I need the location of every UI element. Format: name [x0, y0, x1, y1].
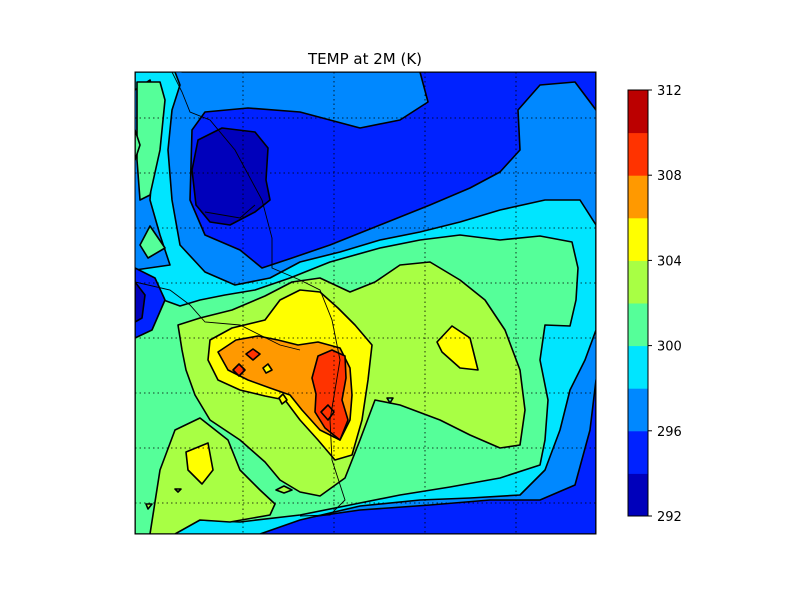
colorbar-tick-label-312: 312 [657, 84, 682, 99]
colorbar-tick-label-292: 292 [657, 510, 682, 525]
colorbar-band-7 [628, 175, 648, 219]
temperature-map [135, 72, 596, 534]
country-borders [135, 72, 346, 517]
colorbar-tick-label-300: 300 [657, 340, 682, 355]
colorbar-frame [627, 89, 649, 517]
colorbar-band-8 [628, 132, 648, 176]
colorbar-band-4 [628, 303, 648, 347]
contour-dot-8 [174, 488, 182, 493]
band-294-296-north [181, 72, 596, 269]
band-302-304-south [149, 417, 276, 534]
contour-dot-4 [262, 363, 273, 374]
colorbar-tick-label-308: 308 [657, 169, 682, 184]
band-294-296-south [259, 379, 596, 534]
band-292-294-west [135, 281, 146, 323]
colorbar-tick-label-296: 296 [657, 425, 682, 440]
band-294-296-west [135, 267, 166, 339]
contour-dot-6 [275, 485, 293, 494]
band-292-294-core [191, 127, 271, 226]
contour-dot-9 [145, 503, 153, 510]
colorbar-band-2 [628, 388, 648, 432]
map-grid [135, 72, 596, 534]
contour-dot-2 [232, 363, 246, 377]
colorbar-band-0 [628, 473, 648, 517]
contour-dot-1 [245, 348, 261, 361]
band-304-306-south [185, 442, 214, 485]
colorbar-band-5 [628, 260, 648, 304]
band-308-310 [311, 349, 349, 441]
contour-dot-5 [278, 393, 288, 405]
band-300-302-patch-c [135, 129, 141, 161]
colorbar-band-3 [628, 345, 648, 389]
band-304-306-east [436, 325, 479, 371]
colorbar: 292 296 300 304 308 312 [627, 84, 682, 525]
contour-dot-7 [386, 397, 394, 404]
colorbar-band-9 [628, 90, 648, 134]
colorbar-tick-label-304: 304 [657, 254, 682, 269]
colorbar-band-6 [628, 217, 648, 261]
colorbar-band-1 [628, 430, 648, 474]
band-300-302-patch-a [136, 81, 166, 201]
map-frame [134, 71, 597, 535]
band-300-302-patch-b [139, 225, 166, 259]
chart-title: TEMP at 2M (K) [307, 50, 422, 68]
